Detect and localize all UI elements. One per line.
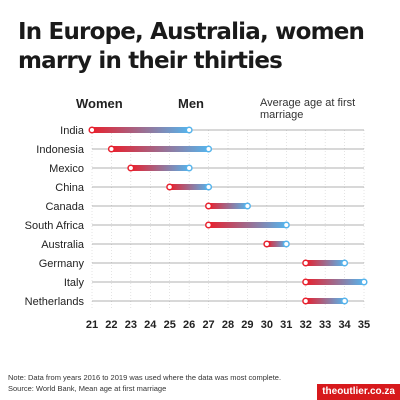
category-label: China [55,182,85,194]
men-point [205,183,213,191]
x-tick-label: 32 [300,319,312,331]
x-tick-label: 33 [319,319,331,331]
women-point [205,202,213,210]
brand-badge[interactable]: theoutlier.co.za [317,384,400,400]
x-tick-label: 21 [86,319,98,331]
x-tick-label: 25 [164,319,176,331]
men-point [360,278,368,286]
note-text: Note: Data from years 2016 to 2019 was u… [8,373,282,382]
men-point [205,145,213,153]
women-point [302,278,310,286]
women-point [88,126,96,134]
category-label: India [60,125,85,137]
category-label: South Africa [25,220,85,232]
men-point [185,126,193,134]
women-point [166,183,174,191]
men-point [341,297,349,305]
source-text: Source: World Bank, Mean age at first ma… [8,384,167,393]
men-point [185,164,193,172]
category-label: Germany [39,258,85,270]
category-label: Canada [45,201,84,213]
women-point [205,221,213,229]
x-tick-label: 34 [338,319,351,331]
chart-title: In Europe, Australia, women marry in the… [18,19,365,74]
category-label: Netherlands [25,296,85,308]
x-tick-label: 30 [261,319,273,331]
women-point [107,145,115,153]
x-tick-label: 24 [144,319,157,331]
x-tick-label: 35 [358,319,370,331]
legend-men: Men [178,96,204,111]
x-tick-label: 31 [280,319,292,331]
x-tick-label: 22 [105,319,117,331]
x-tick-label: 23 [125,319,137,331]
men-point [282,240,290,248]
footer-note: Note: Data from years 2016 to 2019 was u… [8,372,308,394]
x-tick-label: 28 [222,319,234,331]
x-tick-label: 29 [241,319,253,331]
x-tick-label: 26 [183,319,195,331]
women-point [302,259,310,267]
women-point [127,164,135,172]
women-point [263,240,271,248]
x-tick-label: 27 [202,319,214,331]
category-label: Australia [41,239,85,251]
women-point [302,297,310,305]
men-point [282,221,290,229]
legend-women: Women [76,96,123,111]
category-label: Indonesia [36,144,85,156]
category-label: Italy [64,277,85,289]
chart-subtitle: Average age at first marriage [260,97,356,121]
men-point [341,259,349,267]
category-label: Mexico [49,163,84,175]
men-point [243,202,251,210]
